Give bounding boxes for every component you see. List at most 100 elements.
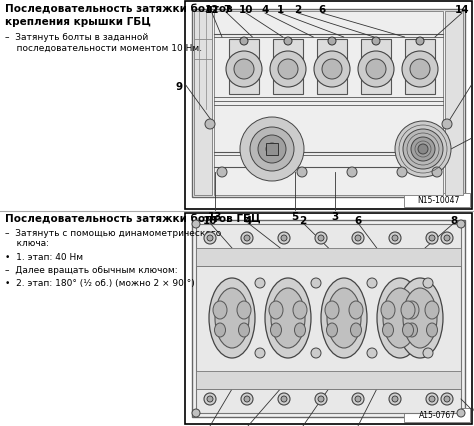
Ellipse shape — [407, 323, 418, 337]
Text: 6: 6 — [319, 5, 326, 15]
Ellipse shape — [213, 301, 227, 319]
Circle shape — [389, 233, 401, 245]
Ellipse shape — [377, 278, 423, 358]
Ellipse shape — [209, 278, 255, 358]
Circle shape — [297, 167, 307, 178]
Bar — [317, 40, 347, 95]
Circle shape — [217, 167, 227, 178]
Bar — [192, 221, 465, 417]
Bar — [273, 40, 303, 95]
Bar — [214, 12, 443, 196]
Ellipse shape — [327, 288, 361, 348]
Ellipse shape — [271, 323, 282, 337]
Circle shape — [240, 118, 304, 181]
Circle shape — [355, 396, 361, 402]
Circle shape — [352, 393, 364, 405]
Circle shape — [207, 236, 213, 242]
Circle shape — [395, 122, 451, 178]
Bar — [404, 193, 470, 207]
Circle shape — [314, 52, 350, 88]
Circle shape — [432, 167, 442, 178]
Circle shape — [255, 278, 265, 288]
Bar — [185, 213, 472, 424]
Circle shape — [441, 233, 453, 245]
Text: 9: 9 — [473, 406, 474, 416]
Circle shape — [416, 38, 424, 46]
Circle shape — [244, 396, 250, 402]
Ellipse shape — [397, 278, 443, 358]
Circle shape — [207, 396, 213, 402]
Circle shape — [204, 233, 216, 245]
Bar — [445, 12, 463, 196]
Ellipse shape — [215, 288, 249, 348]
Circle shape — [441, 393, 453, 405]
Circle shape — [258, 136, 286, 164]
Ellipse shape — [403, 288, 437, 348]
Bar — [196, 371, 461, 389]
Ellipse shape — [325, 301, 339, 319]
Text: 4: 4 — [261, 5, 269, 15]
Ellipse shape — [293, 301, 307, 319]
Ellipse shape — [321, 278, 367, 358]
Bar — [361, 40, 391, 95]
Ellipse shape — [402, 323, 413, 337]
Circle shape — [392, 236, 398, 242]
Circle shape — [352, 233, 364, 245]
Circle shape — [226, 52, 262, 88]
Circle shape — [281, 236, 287, 242]
Ellipse shape — [238, 323, 249, 337]
Circle shape — [250, 128, 294, 172]
Circle shape — [322, 60, 342, 80]
Circle shape — [234, 60, 254, 80]
Ellipse shape — [427, 323, 438, 337]
Ellipse shape — [265, 278, 311, 358]
Circle shape — [367, 278, 377, 288]
Circle shape — [367, 348, 377, 358]
Text: 8: 8 — [450, 216, 457, 225]
Ellipse shape — [215, 323, 226, 337]
Circle shape — [205, 120, 215, 130]
Text: 7: 7 — [223, 5, 231, 15]
Circle shape — [355, 236, 361, 242]
Circle shape — [423, 348, 433, 358]
Bar — [404, 408, 470, 422]
Circle shape — [318, 396, 324, 402]
Bar — [196, 225, 461, 413]
Text: Последовательность затяжки болтов ГБЦ: Последовательность затяжки болтов ГБЦ — [5, 215, 261, 225]
Circle shape — [426, 393, 438, 405]
Circle shape — [423, 278, 433, 288]
Text: –  Затянуть болты в заданной
    последовательности моментом 10 Нм.: – Затянуть болты в заданной последовател… — [5, 33, 202, 52]
Text: 5: 5 — [292, 211, 299, 222]
Bar — [185, 2, 472, 210]
Circle shape — [457, 409, 465, 417]
Circle shape — [429, 236, 435, 242]
Circle shape — [192, 409, 200, 417]
Bar — [194, 12, 212, 196]
Ellipse shape — [294, 323, 306, 337]
Circle shape — [397, 167, 407, 178]
Text: 12: 12 — [205, 5, 219, 15]
Circle shape — [241, 393, 253, 405]
Circle shape — [315, 233, 327, 245]
Circle shape — [402, 52, 438, 88]
Ellipse shape — [350, 323, 362, 337]
Text: •  2. этап: 180° (¹⁄₂ об.) (можно 2 × 90 °): • 2. этап: 180° (¹⁄₂ об.) (можно 2 × 90 … — [5, 278, 195, 287]
Ellipse shape — [237, 301, 251, 319]
Circle shape — [358, 52, 394, 88]
Circle shape — [426, 233, 438, 245]
Circle shape — [403, 130, 443, 170]
Ellipse shape — [269, 301, 283, 319]
Circle shape — [411, 138, 435, 161]
Text: 14: 14 — [455, 5, 469, 15]
Circle shape — [241, 233, 253, 245]
Circle shape — [204, 393, 216, 405]
Circle shape — [429, 396, 435, 402]
Circle shape — [311, 348, 321, 358]
Text: 9: 9 — [176, 82, 183, 92]
Circle shape — [444, 396, 450, 402]
Ellipse shape — [381, 301, 395, 319]
Circle shape — [457, 221, 465, 228]
Circle shape — [328, 38, 336, 46]
Circle shape — [318, 236, 324, 242]
Text: 8: 8 — [473, 82, 474, 92]
